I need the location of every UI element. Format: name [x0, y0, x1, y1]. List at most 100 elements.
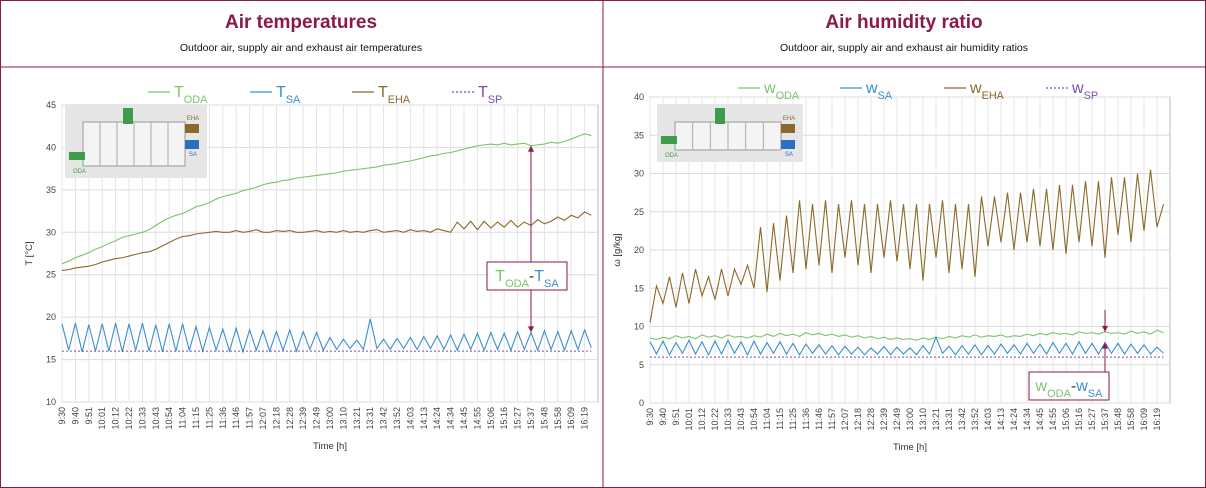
y-tick-label: 10 — [634, 322, 644, 332]
x-tick-label: 9:40 — [658, 408, 668, 426]
x-tick-label: 15:48 — [539, 407, 549, 430]
x-tick-label: 12:39 — [298, 407, 308, 430]
x-tick-label: 12:07 — [840, 408, 850, 431]
x-tick-label: 12:28 — [285, 407, 295, 430]
x-tick-label: 15:37 — [1100, 408, 1110, 431]
y-tick-label: 35 — [46, 185, 56, 195]
y-tick-label: 35 — [634, 130, 644, 140]
x-tick-label: 15:48 — [1113, 408, 1123, 431]
x-tick-label: 14:55 — [472, 407, 482, 430]
x-tick-label: 10:01 — [684, 408, 694, 431]
x-tick-label: 13:00 — [325, 407, 335, 430]
x-tick-label: 12:18 — [853, 408, 863, 431]
x-tick-label: 11:04 — [762, 408, 772, 430]
y-tick-label: 10 — [46, 397, 56, 407]
x-tick-label: 13:10 — [918, 408, 928, 431]
x-tick-label: 10:33 — [723, 408, 733, 431]
x-tick-label: 9:30 — [57, 407, 67, 425]
x-tick-label: 11:36 — [218, 407, 228, 429]
inset-duct — [69, 152, 85, 160]
x-tick-label: 13:00 — [905, 408, 915, 431]
x-tick-label: 13:31 — [365, 407, 375, 430]
y-axis-label: ω [g/kg] — [612, 233, 623, 266]
x-tick-label: 15:27 — [1087, 408, 1097, 431]
x-tick-label: 13:10 — [338, 407, 348, 430]
x-tick-label: 10:54 — [749, 408, 759, 431]
x-tick-label: 9:51 — [671, 408, 681, 426]
x-tick-label: 14:03 — [405, 407, 415, 430]
x-tick-label: 12:28 — [866, 408, 876, 431]
x-tick-label: 11:15 — [775, 408, 785, 430]
x-axis-label: Time [h] — [893, 442, 927, 453]
panel-title: Air temperatures — [225, 12, 377, 33]
x-tick-label: 11:25 — [788, 408, 798, 430]
x-tick-label: 16:09 — [1139, 408, 1149, 431]
inset-duct — [781, 140, 795, 149]
x-tick-label: 11:57 — [827, 408, 837, 430]
x-tick-label: 14:55 — [1048, 408, 1058, 431]
x-tick-label: 13:21 — [352, 407, 362, 430]
x-tick-label: 15:37 — [526, 407, 536, 430]
x-tick-label: 15:58 — [553, 407, 563, 430]
x-tick-label: 11:04 — [178, 407, 188, 429]
y-tick-label: 25 — [46, 270, 56, 280]
page: Air temperatures Outdoor air, supply air … — [0, 0, 1206, 488]
inset-label: ODA — [73, 169, 86, 175]
x-tick-label: 15:27 — [513, 407, 523, 430]
y-tick-label: 30 — [46, 227, 56, 237]
y-axis-label: T [°C] — [24, 241, 35, 265]
x-tick-label: 16:19 — [580, 407, 590, 430]
x-tick-label: 14:45 — [1035, 408, 1045, 431]
inset-duct — [185, 140, 199, 149]
x-tick-label: 14:13 — [996, 408, 1006, 431]
x-tick-label: 13:52 — [392, 407, 402, 430]
x-tick-label: 11:46 — [814, 408, 824, 430]
x-tick-label: 12:49 — [892, 408, 902, 431]
inset-label: EHA — [783, 116, 795, 122]
x-tick-label: 13:21 — [931, 408, 941, 431]
x-tick-label: 15:06 — [486, 407, 496, 430]
x-tick-label: 11:46 — [231, 407, 241, 429]
inset-duct — [715, 108, 725, 124]
x-tick-label: 11:15 — [191, 407, 201, 429]
x-tick-label: 12:49 — [312, 407, 322, 430]
x-tick-label: 15:16 — [1074, 408, 1084, 431]
inset-label: ODA — [665, 153, 678, 159]
x-tick-label: 13:52 — [970, 408, 980, 431]
x-axis-label: Time [h] — [313, 441, 347, 452]
x-tick-label: 9:30 — [645, 408, 655, 426]
x-tick-label: 13:42 — [379, 407, 389, 430]
y-tick-label: 25 — [634, 207, 644, 217]
inset-duct — [185, 124, 199, 133]
x-tick-label: 16:19 — [1152, 408, 1162, 431]
x-tick-label: 10:33 — [137, 407, 147, 430]
x-tick-label: 11:36 — [801, 408, 811, 430]
x-tick-label: 11:25 — [204, 407, 214, 429]
y-tick-label: 30 — [634, 169, 644, 179]
x-tick-label: 15:16 — [499, 407, 509, 430]
x-tick-label: 16:09 — [566, 407, 576, 430]
x-tick-label: 15:06 — [1061, 408, 1071, 431]
y-tick-label: 15 — [46, 355, 56, 365]
panel-subtitle: Outdoor air, supply air and exhaust air … — [180, 42, 422, 54]
y-tick-label: 20 — [634, 245, 644, 255]
y-tick-label: 15 — [634, 283, 644, 293]
x-tick-label: 14:24 — [432, 407, 442, 430]
x-tick-label: 13:31 — [944, 408, 954, 431]
x-tick-label: 9:40 — [70, 407, 80, 425]
x-tick-label: 10:54 — [164, 407, 174, 430]
y-tick-label: 45 — [46, 100, 56, 110]
x-tick-label: 11:57 — [245, 407, 255, 429]
x-tick-label: 10:43 — [151, 407, 161, 430]
x-tick-label: 10:22 — [124, 407, 134, 430]
x-tick-label: 14:45 — [459, 407, 469, 430]
inset-duct — [123, 108, 133, 124]
x-tick-label: 12:07 — [258, 407, 268, 430]
x-tick-label: 10:01 — [97, 407, 107, 430]
panel-title: Air humidity ratio — [825, 12, 982, 33]
x-tick-label: 10:22 — [710, 408, 720, 431]
inset-duct — [781, 124, 795, 133]
x-tick-label: 10:43 — [736, 408, 746, 431]
x-tick-label: 13:42 — [957, 408, 967, 431]
x-tick-label: 14:34 — [1022, 408, 1032, 431]
